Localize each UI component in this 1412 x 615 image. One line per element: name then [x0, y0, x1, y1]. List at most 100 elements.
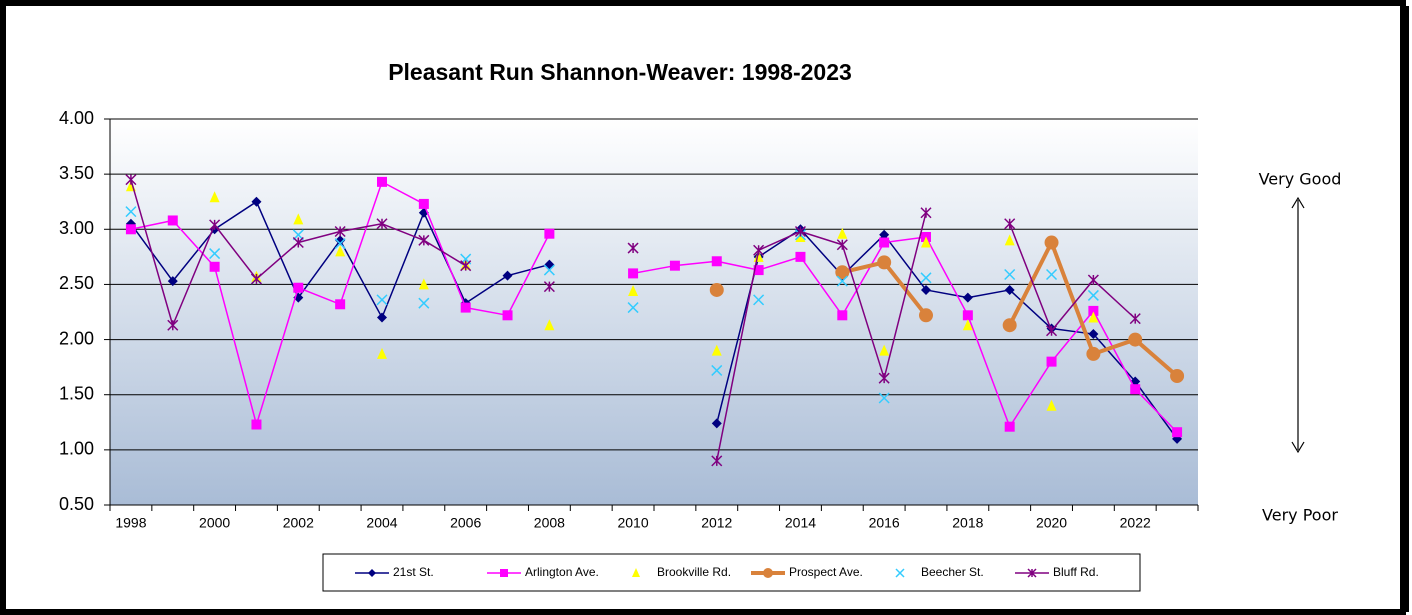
x-tick-label: 2014 [785, 515, 816, 531]
marker [418, 278, 429, 290]
x-tick-label: 2008 [534, 515, 565, 531]
marker [376, 218, 388, 230]
legend-label: Brookville Rd. [657, 565, 731, 579]
plot-area [110, 119, 1198, 505]
marker [1044, 235, 1059, 250]
y-tick-label: 3.00 [59, 218, 94, 238]
marker [460, 302, 471, 313]
marker [1087, 289, 1099, 301]
marker [209, 191, 220, 203]
y-tick-label: 2.00 [59, 328, 94, 348]
legend-label: Bluff Rd. [1053, 565, 1099, 579]
marker [711, 455, 723, 467]
marker [753, 265, 764, 276]
y-tick-label: 2.50 [59, 273, 94, 293]
marker [627, 302, 639, 314]
marker [628, 268, 639, 279]
legend-label: 21st St. [393, 565, 434, 579]
marker [125, 224, 136, 235]
marker [1004, 284, 1015, 295]
marker [836, 275, 848, 287]
marker [879, 237, 890, 248]
legend-label: Arlington Ave. [525, 565, 599, 579]
marker [628, 285, 639, 297]
marker [837, 227, 848, 239]
marker [209, 261, 220, 272]
marker [460, 260, 472, 272]
marker [753, 294, 765, 306]
marker [335, 299, 346, 310]
x-tick-label: 2018 [952, 515, 983, 531]
marker [709, 282, 724, 297]
marker [377, 176, 387, 187]
x-tick-label: 2010 [617, 515, 648, 531]
marker [125, 206, 137, 218]
marker [1130, 384, 1141, 395]
marker [627, 242, 639, 254]
marker [377, 312, 387, 323]
marker [251, 196, 262, 207]
marker [879, 344, 890, 356]
x-tick-label: 2022 [1120, 515, 1151, 531]
marker [1004, 268, 1016, 281]
marker [878, 392, 890, 404]
marker [1002, 318, 1017, 333]
marker [543, 264, 555, 276]
marker [711, 344, 722, 356]
marker [418, 198, 429, 209]
marker [795, 231, 806, 243]
marker [251, 419, 262, 430]
marker [1046, 268, 1058, 281]
marker [250, 273, 262, 285]
marker [878, 372, 890, 384]
marker [418, 234, 430, 246]
marker [1087, 274, 1099, 286]
x-tick-label: 2000 [199, 515, 230, 531]
y-tick-label: 1.00 [59, 439, 94, 459]
marker [794, 225, 806, 238]
x-tick-label: 2016 [869, 515, 900, 531]
marker [921, 284, 931, 295]
marker [500, 569, 508, 577]
marker [1004, 421, 1015, 432]
quality-arrow [1291, 196, 1305, 454]
x-tick-label: 2012 [701, 515, 732, 531]
legend-label: Beecher St. [921, 565, 984, 579]
marker [1170, 368, 1185, 383]
legend-item: Arlington Ave. [487, 565, 599, 579]
marker [669, 260, 680, 271]
marker [835, 265, 850, 280]
marker [209, 248, 221, 260]
marker [167, 215, 178, 226]
marker [1004, 234, 1015, 246]
marker [1027, 568, 1037, 578]
marker [920, 272, 932, 284]
y-tick-label: 3.50 [59, 163, 94, 183]
marker [335, 235, 346, 246]
marker [753, 244, 765, 256]
marker [711, 418, 722, 429]
y-tick-label: 0.50 [59, 494, 94, 514]
legend-item: Bluff Rd. [1015, 565, 1099, 579]
marker [1046, 356, 1057, 367]
marker [763, 568, 773, 578]
annotation: Very Good [1259, 170, 1342, 189]
marker [711, 364, 723, 376]
marker [1172, 427, 1183, 438]
marker [837, 310, 848, 321]
marker [1004, 218, 1016, 230]
marker [1129, 313, 1141, 325]
frame-shadow [1403, 6, 1409, 612]
marker [836, 239, 848, 251]
marker [418, 297, 430, 309]
x-tick-label: 2020 [1036, 515, 1067, 531]
marker [711, 256, 722, 267]
marker [376, 294, 388, 306]
marker [293, 213, 304, 225]
marker [921, 236, 931, 248]
legend-item: 21st St. [355, 565, 434, 579]
marker [209, 219, 221, 231]
marker [795, 251, 806, 262]
marker [334, 225, 346, 238]
y-tick-label: 1.50 [59, 383, 94, 403]
